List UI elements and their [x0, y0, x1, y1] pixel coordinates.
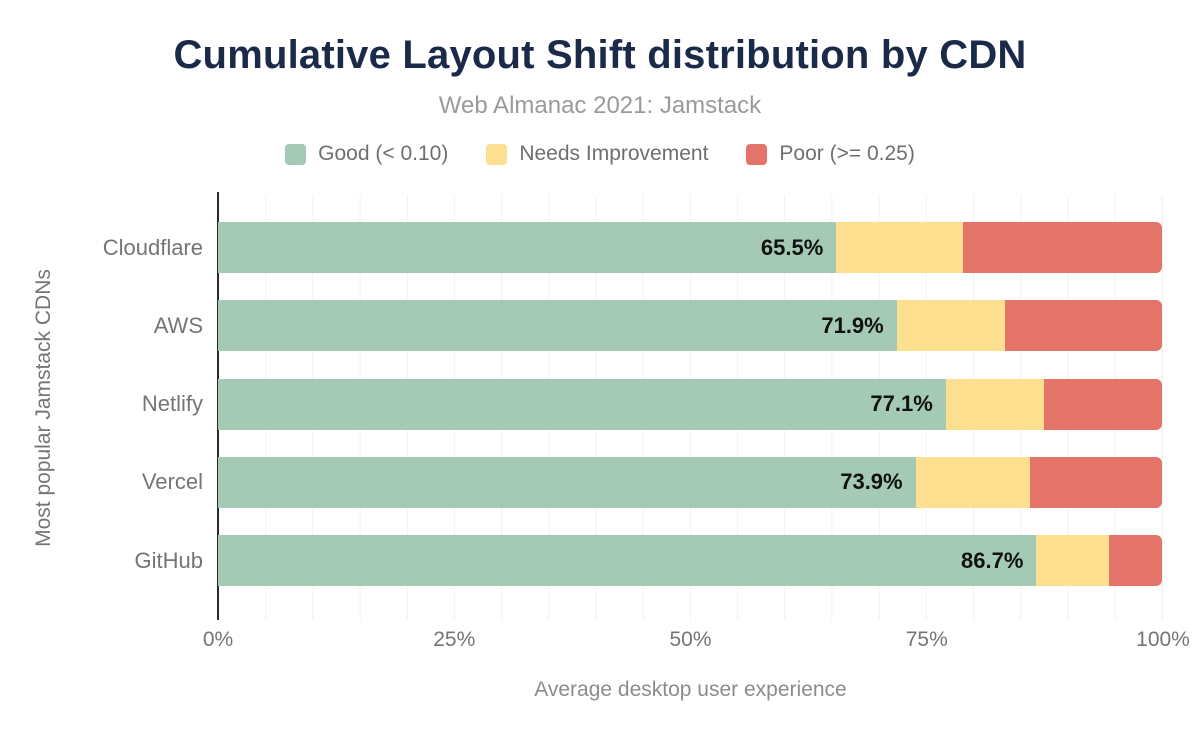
- x-axis-ticks: 0% 25% 50% 75% 100%: [203, 628, 1190, 652]
- x-tick-label: 25%: [433, 628, 476, 651]
- bar-segment-good[interactable]: 65.5%: [218, 222, 837, 273]
- bar-segment-good[interactable]: 73.9%: [218, 456, 916, 508]
- chart-subtitle: Web Almanac 2021: Jamstack: [438, 92, 762, 119]
- legend-swatch-icon: [746, 143, 768, 165]
- bar-segment-good[interactable]: 77.1%: [218, 378, 946, 430]
- legend-item: Good (< 0.10): [285, 142, 448, 166]
- bar-value-label: 86.7%: [961, 547, 1024, 573]
- bar-segment-needs-improvement[interactable]: [1036, 535, 1110, 586]
- bar-value-label: 77.1%: [870, 391, 933, 416]
- bar-value-label: 71.9%: [821, 312, 884, 338]
- bar-segment-good[interactable]: 86.7%: [218, 535, 1037, 586]
- legend-label: Good (< 0.10): [318, 142, 449, 165]
- legend-label: Poor (>= 0.25): [779, 142, 915, 165]
- bar-row: Cloudflare 65.5%: [103, 222, 1162, 273]
- bar-segment-needs-improvement[interactable]: [915, 456, 1030, 508]
- x-tick-label: 0%: [202, 628, 234, 651]
- category-label: AWS: [153, 312, 203, 338]
- bar-value-label: 65.5%: [760, 234, 824, 260]
- bar-value-label: 73.9%: [840, 469, 903, 495]
- category-label: GitHub: [134, 547, 203, 573]
- y-axis-title: Most popular Jamstack CDNs: [32, 268, 55, 547]
- legend: Good (< 0.10) Needs Improvement Poor (>= 0…: [0, 142, 1200, 166]
- category-label: Vercel: [141, 469, 203, 495]
- bar-segment-poor[interactable]: [1029, 456, 1162, 508]
- chart-area: Most popular Jamstack CDNs Cloudflare 65.…: [0, 192, 1200, 620]
- chart-title: Cumulative Layout Shift distribution by …: [173, 33, 1027, 77]
- x-tick-label: 50%: [669, 628, 712, 651]
- x-tick-label: 75%: [905, 628, 948, 651]
- bar-row: GitHub 86.7%: [135, 535, 1162, 586]
- bar-segment-needs-improvement[interactable]: [945, 378, 1044, 430]
- bar-row: Vercel 73.9%: [142, 456, 1162, 508]
- legend-item: Needs Improvement: [486, 142, 708, 166]
- bar-rows: Cloudflare 65.5% AWS 71.9% Netlify 77.1% Verce…: [103, 195, 1162, 620]
- bar-segment-poor[interactable]: [962, 222, 1162, 273]
- bar-segment-poor[interactable]: [1005, 300, 1162, 352]
- bar-segment-poor[interactable]: [1043, 378, 1162, 430]
- x-tick-label: 100%: [1136, 628, 1190, 651]
- legend-swatch-icon: [285, 143, 307, 165]
- bar-segment-needs-improvement[interactable]: [896, 300, 1006, 352]
- bar-row: AWS 71.9%: [154, 300, 1162, 352]
- legend-item: Poor (>= 0.25): [746, 142, 915, 166]
- bar-segment-needs-improvement[interactable]: [836, 222, 963, 273]
- legend-swatch-icon: [486, 143, 508, 165]
- category-label: Cloudflare: [102, 234, 203, 260]
- legend-label: Needs Improvement: [519, 142, 709, 165]
- bar-row: Netlify 77.1%: [142, 378, 1162, 430]
- bar-segment-good[interactable]: 71.9%: [218, 300, 897, 352]
- plot-area: Cloudflare 65.5% AWS 71.9% Netlify 77.1% Verce…: [103, 192, 1163, 620]
- category-label: Netlify: [141, 391, 203, 416]
- bar-segment-poor[interactable]: [1109, 535, 1162, 586]
- x-axis-title: Average desktop user experience: [534, 678, 847, 701]
